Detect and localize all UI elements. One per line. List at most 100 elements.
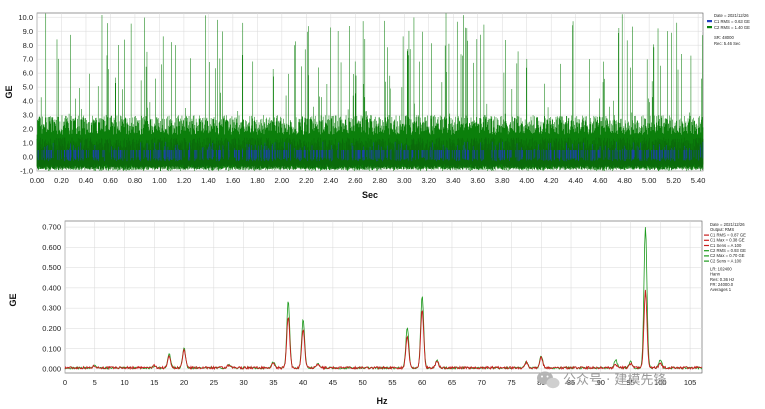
legend-entry: C2 RMS = 0.93 GE (710, 248, 746, 253)
legend-entry: C2 RMS = 1.40 GE (714, 25, 750, 30)
x-tick-label: 25 (210, 378, 218, 387)
x-tick-label: 35 (269, 378, 277, 387)
x-tick-label: 20 (180, 378, 188, 387)
x-tick-label: 100 (654, 378, 667, 387)
legend-info: Hann (710, 272, 721, 277)
x-tick-label: 5.40 (691, 176, 706, 185)
legend-entry: C1 RMS = 0.63 GE (714, 19, 750, 24)
legend-entry: C2 Max = 0.70 GE (710, 253, 745, 258)
wechat-icon (537, 371, 560, 389)
x-tick-label: 3.60 (470, 176, 485, 185)
y-tick-label: 0.0 (23, 153, 33, 162)
x-tick-label: 4.80 (617, 176, 632, 185)
x-tick-label: 4.20 (544, 176, 559, 185)
legend-info: Date = 2021/12/26 (710, 222, 745, 227)
x-tick-label: 4.60 (593, 176, 608, 185)
x-tick-label: 3.80 (495, 176, 510, 185)
x-tick-label: 0.20 (54, 176, 69, 185)
x-tick-label: 2.20 (299, 176, 314, 185)
spectrum-series (64, 227, 703, 371)
x-tick-label: 70 (478, 378, 486, 387)
legend-info: LR: 102400 (710, 266, 732, 271)
y-tick-label: 0.500 (42, 263, 61, 272)
x-tick-label: 2.00 (275, 176, 290, 185)
y-tick-label: 1.0 (23, 139, 33, 148)
legend-info: FR: 24000.0 (710, 282, 734, 287)
legend-swatch (707, 20, 712, 23)
time-series (36, 13, 704, 171)
x-tick-label: 75 (507, 378, 515, 387)
legend-entry: C1 Sens = A 100 (710, 243, 742, 248)
x-tick-label: 65 (448, 378, 456, 387)
legend-info: Output: RMS (710, 227, 734, 232)
x-tick-label: 90 (597, 378, 605, 387)
x-tick-label: 1.60 (226, 176, 241, 185)
x-tick-label: 5.00 (642, 176, 657, 185)
y-tick-label: 0.300 (42, 304, 61, 313)
time-x-ticks: 0.00 0.20 0.40 0.60 0.80 1.00 1.20 1.40 1.60 1.80… (30, 176, 706, 185)
x-tick-label: 0.40 (79, 176, 94, 185)
watermark-text: 公众号 · 建模先锋 (563, 373, 666, 388)
x-tick-label: 60 (418, 378, 426, 387)
y-tick-label: 0.200 (42, 324, 61, 333)
y-tick-label: 0.700 (42, 223, 61, 232)
x-tick-label: 0 (63, 378, 67, 387)
y-tick-label: 4.0 (23, 97, 33, 106)
y-tick-label: 5.0 (23, 83, 33, 92)
y-tick-label: 10.0 (18, 13, 33, 22)
spectrum-y-axis-title: GE (8, 293, 18, 306)
x-tick-label: 1.00 (152, 176, 167, 185)
x-tick-label: 30 (239, 378, 247, 387)
x-tick-label: 0.80 (128, 176, 143, 185)
time-y-ticks: 10.0 9.0 8.0 7.0 6.0 5.0 4.0 3.0 2.0 1.0 0.0 -1.0 (18, 13, 33, 176)
x-tick-label: 0.00 (30, 176, 45, 185)
y-tick-label: 2.0 (23, 125, 33, 134)
watermark: 公众号 · 建模先锋 (537, 371, 666, 389)
time-y-axis-title: GE (4, 85, 14, 98)
legend-entry: C1 Max = 0.38 GE (710, 238, 745, 243)
x-tick-label: 2.80 (372, 176, 387, 185)
x-tick-label: 50 (358, 378, 366, 387)
y-tick-label: -1.0 (20, 167, 33, 176)
legend-swatch (707, 26, 712, 29)
x-tick-label: 55 (388, 378, 396, 387)
time-x-axis-title: Sec (362, 190, 378, 200)
y-tick-label: 0.100 (42, 344, 61, 353)
x-tick-label: 4.00 (519, 176, 534, 185)
x-tick-label: 2.60 (348, 176, 363, 185)
legend-entry: C2 Sens = A 100 (710, 258, 742, 263)
x-tick-label: 3.00 (397, 176, 412, 185)
series-c1-waveform (37, 141, 704, 162)
legend-info: Res: 0.36 Hz (710, 277, 734, 282)
x-tick-label: 3.40 (446, 176, 461, 185)
spectrum-plot-area (64, 220, 703, 374)
x-tick-label: 1.80 (250, 176, 265, 185)
x-tick-label: 45 (329, 378, 337, 387)
legend-info: Rec: 5.46 Sec (714, 41, 740, 46)
x-tick-label: 4.40 (568, 176, 583, 185)
time-waveform-chart: 10.0 9.0 8.0 7.0 6.0 5.0 4.0 3.0 2.0 1.0 0.0 -1.0 0… (4, 12, 750, 200)
x-tick-label: 2.40 (324, 176, 339, 185)
spectrum-chart: 0.700 0.600 0.500 0.400 0.300 0.200 0.100 0.000… (8, 220, 746, 406)
legend-info: Averages 1 (710, 287, 732, 292)
x-tick-label: 1.40 (201, 176, 216, 185)
x-tick-label: 105 (684, 378, 697, 387)
y-tick-label: 8.0 (23, 41, 33, 50)
y-tick-label: 7.0 (23, 55, 33, 64)
legend-entry: C1 RMS = 0.87 GE (710, 232, 746, 237)
legend-info: SR: 48000 (714, 35, 734, 40)
y-tick-label: 3.0 (23, 111, 33, 120)
y-tick-label: 0.000 (42, 365, 61, 374)
x-tick-label: 3.20 (421, 176, 436, 185)
y-tick-label: 6.0 (23, 69, 33, 78)
y-tick-label: 0.400 (42, 283, 61, 292)
spectrum-y-ticks: 0.700 0.600 0.500 0.400 0.300 0.200 0.100 0.000 (42, 223, 61, 374)
x-tick-label: 0.60 (103, 176, 118, 185)
x-tick-label: 85 (567, 378, 575, 387)
x-tick-label: 95 (626, 378, 634, 387)
x-tick-label: 5.20 (666, 176, 681, 185)
x-tick-label: 15 (150, 378, 158, 387)
